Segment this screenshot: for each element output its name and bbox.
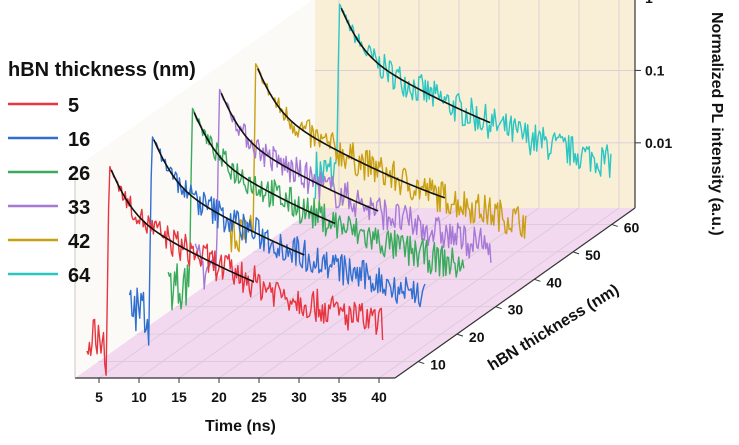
- z-tick-label: 0.01: [645, 135, 672, 151]
- y-tick-label: 60: [624, 219, 640, 235]
- y-tick: [572, 251, 580, 255]
- y-tick: [534, 278, 541, 282]
- floor-gridline: [138, 207, 380, 379]
- y-tick: [418, 361, 425, 365]
- y-tick-label: 50: [585, 247, 601, 263]
- x-axis-title: Time (ns): [205, 418, 276, 435]
- floor-panel: [75, 208, 635, 378]
- fit-curve-42nm: [256, 68, 446, 199]
- decay-traces: [86, 3, 612, 376]
- y-tick-label: 40: [546, 274, 562, 290]
- decay-trace-33nm: [194, 88, 492, 290]
- legend: hBN thickness (nm) 5 16 26 33 42 64: [8, 59, 196, 287]
- chart-grid: [98, 0, 635, 379]
- chart-axes: 5 10 15 20 25 30 35 40 10 20 30 40 50 60 1 0.1 0.01: [74, 0, 672, 405]
- y-tick: [495, 306, 502, 310]
- z-tick-label: 1: [645, 0, 653, 6]
- floor-gridline: [298, 207, 540, 379]
- y-tick: [611, 223, 618, 227]
- fit-curve-64nm: [340, 7, 491, 124]
- floor-gridline: [338, 207, 580, 379]
- legend-label-16nm: 16: [68, 129, 90, 151]
- decay-trace-64nm: [314, 3, 612, 199]
- x-tick-label: 20: [211, 389, 227, 405]
- x-tick-label: 10: [131, 389, 147, 405]
- floor-gridline: [258, 207, 500, 379]
- decay-trace-42nm: [229, 63, 527, 253]
- decay-trace-26nm: [167, 107, 465, 311]
- y-tick-label: 30: [508, 302, 524, 318]
- y-axis-line: [394, 207, 636, 379]
- fit-curve-5nm: [110, 169, 255, 283]
- x-tick-label: 40: [371, 389, 387, 405]
- floor-gridline: [218, 207, 460, 379]
- back-wall-panel: [315, 0, 635, 208]
- y-tick-label: 20: [469, 329, 485, 345]
- floor-gridline: [98, 207, 340, 379]
- y-tick-label: 10: [430, 357, 446, 373]
- legend-label-64nm: 64: [68, 265, 91, 287]
- decay-trace-16nm: [128, 136, 426, 346]
- legend-label-33nm: 33: [68, 197, 90, 219]
- z-tick-label: 0.1: [645, 62, 665, 78]
- z-axis-title: Normalized PL intensity (a.u.): [708, 12, 725, 236]
- x-tick-label: 30: [291, 389, 307, 405]
- x-tick-label: 5: [95, 389, 103, 405]
- legend-label-5nm: 5: [68, 95, 79, 117]
- x-tick-label: 25: [251, 389, 267, 405]
- x-tick-label: 35: [331, 389, 347, 405]
- legend-label-26nm: 26: [68, 163, 90, 185]
- floor-gridline: [378, 207, 620, 379]
- decay-trace-5nm: [86, 165, 384, 376]
- fit-curve-33nm: [220, 92, 379, 212]
- fit-curve-16nm: [153, 139, 305, 256]
- y-tick: [456, 333, 464, 337]
- legend-title: hBN thickness (nm): [8, 59, 196, 81]
- legend-label-42nm: 42: [68, 231, 90, 253]
- x-tick-label: 15: [171, 389, 187, 405]
- fit-curve-26nm: [193, 112, 336, 225]
